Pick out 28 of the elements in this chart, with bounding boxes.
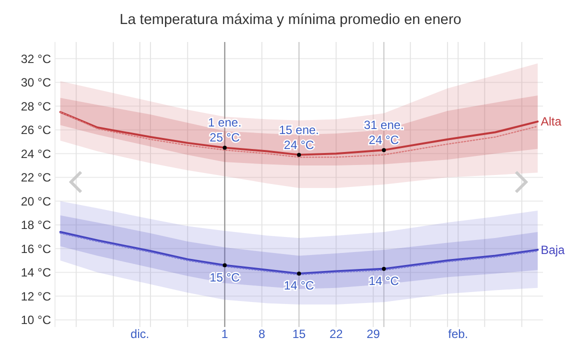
- y-tick-label: 16 °C: [20, 242, 52, 256]
- y-tick-label: 18 °C: [20, 218, 52, 232]
- chart-title: La temperatura máxima y mínima promedio en enero: [120, 12, 462, 28]
- y-tick-label: 10 °C: [20, 313, 52, 328]
- annotation: 31 ene. 24 °C: [364, 118, 404, 148]
- series-label: Alta: [540, 114, 562, 129]
- y-tick-label: 12 °C: [20, 289, 52, 304]
- x-tick-label: dic.: [130, 327, 150, 341]
- series-label: Baja: [540, 242, 566, 257]
- x-tick-label: 8: [258, 327, 266, 341]
- annotation: 15 °C: [210, 270, 240, 284]
- y-tick-label: 28 °C: [20, 99, 52, 114]
- annotation: 1 ene. 25 °C: [208, 116, 242, 145]
- x-tick-label: 15: [292, 327, 306, 341]
- annotation: 14 °C: [368, 274, 400, 288]
- y-tick-label: 14 °C: [20, 266, 52, 280]
- x-tick-label: 1: [221, 327, 228, 341]
- y-tick-label: 24 °C: [20, 146, 52, 161]
- y-tick-label: 32 °C: [20, 52, 52, 66]
- x-tick-label: 22: [329, 327, 344, 341]
- y-tick-label: 30 °C: [20, 76, 52, 90]
- annotation: 15 ene. 24 °C: [278, 122, 320, 152]
- annotation: 14 °C: [284, 278, 314, 293]
- y-tick-label: 20 °C: [20, 194, 52, 208]
- y-tick-label: 22 °C: [20, 170, 52, 185]
- y-tick-label: 26 °C: [20, 123, 52, 138]
- x-tick-label: 29: [366, 327, 380, 341]
- x-tick-label: feb.: [448, 327, 468, 341]
